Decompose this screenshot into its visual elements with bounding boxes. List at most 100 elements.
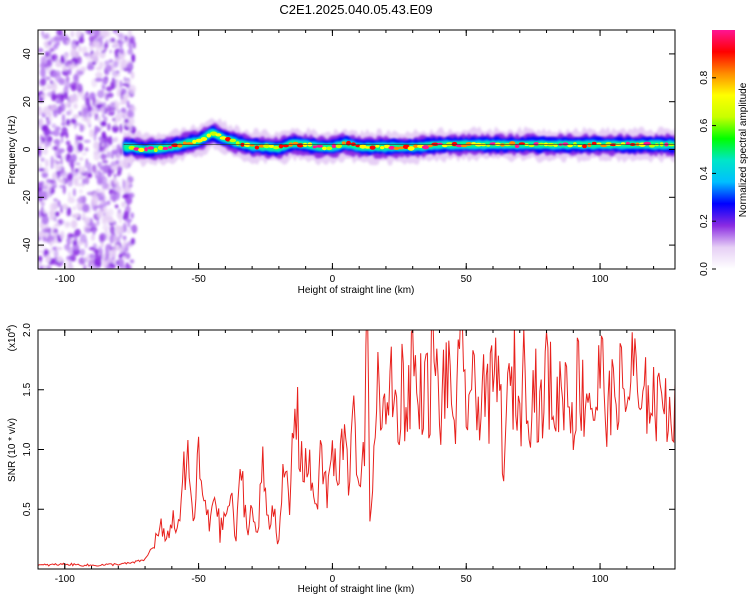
- spectrogram-xlabel: Height of straight line (km): [298, 285, 415, 296]
- noise-blob: [51, 82, 57, 90]
- noise-blob: [115, 159, 120, 165]
- noise-blob: [40, 56, 47, 65]
- noise-blob: [131, 53, 136, 63]
- noise-blob: [64, 40, 67, 45]
- noise-blob: [119, 47, 124, 55]
- noise-blob: [122, 83, 129, 87]
- ridge-hotspot: [553, 143, 558, 147]
- noise-blob: [53, 216, 57, 222]
- noise-blob: [118, 40, 123, 49]
- noise-blob: [43, 209, 47, 215]
- noise-blob: [59, 230, 65, 240]
- noise-blob: [42, 147, 48, 155]
- ridge-hotspot: [620, 142, 626, 146]
- noise-blob: [50, 182, 58, 187]
- noise-blob: [40, 201, 45, 207]
- ridge-hotspot: [428, 144, 433, 148]
- noise-blob: [110, 161, 118, 166]
- noise-blob: [101, 131, 107, 140]
- noise-blob: [117, 165, 122, 175]
- noise-blob: [72, 188, 76, 197]
- snr-panel: -100 -50 0 50 100 0.5 1.0 1.5 2.0 Height of stra…: [6, 323, 676, 595]
- noise-blob: [48, 111, 52, 118]
- noise-blob: [107, 38, 113, 44]
- y-tick-label: 1.0: [22, 442, 33, 456]
- colorbar-gradient: [712, 30, 735, 269]
- noise-blob: [61, 122, 66, 127]
- noise-blob: [100, 153, 107, 160]
- ridge-hotspot: [465, 142, 473, 146]
- noise-blob: [118, 253, 123, 259]
- noise-blob: [57, 165, 62, 171]
- ridge-hotspot: [162, 146, 169, 151]
- x-tick-label: 100: [592, 574, 609, 585]
- noise-blob: [52, 109, 58, 118]
- noise-blob: [57, 154, 62, 159]
- noise-blob: [90, 257, 94, 267]
- noise-blob: [55, 144, 60, 151]
- noise-blob: [68, 233, 76, 238]
- noise-blob: [38, 124, 42, 130]
- ridge-hotspot: [254, 145, 260, 150]
- noise-blob: [40, 206, 44, 216]
- noise-blob: [94, 258, 102, 267]
- noise-blob: [111, 248, 117, 258]
- ridge-hotspot: [346, 140, 351, 146]
- colorbar-ticks: 0.0 0.2 0.4 0.6 0.8: [699, 70, 716, 276]
- noise-blob: [102, 212, 106, 217]
- noise-blob: [41, 171, 49, 179]
- noise-blob: [44, 265, 52, 269]
- noise-blob: [76, 202, 81, 210]
- noise-blob: [97, 209, 103, 219]
- noise-blob: [109, 234, 114, 244]
- noise-blob: [47, 235, 55, 242]
- noise-blob: [109, 49, 112, 54]
- noise-blob: [102, 253, 106, 261]
- noise-blob: [103, 206, 108, 212]
- noise-blob: [112, 30, 119, 34]
- noise-blob: [60, 156, 63, 166]
- ridge-hotspot: [341, 141, 346, 145]
- noise-blob: [108, 59, 114, 63]
- noise-blob: [75, 168, 79, 173]
- y-tick-label: 0.5: [22, 502, 33, 516]
- noise-blob: [70, 219, 78, 229]
- noise-blob: [84, 238, 88, 249]
- noise-blob: [92, 248, 100, 254]
- colorbar-tick-label: 0.2: [699, 214, 710, 228]
- noise-blob: [55, 126, 61, 131]
- ridge-hotspot: [335, 143, 342, 149]
- ridge-hotspot: [147, 146, 155, 150]
- ridge-hotspot: [407, 146, 415, 151]
- noise-blob: [87, 111, 93, 118]
- noise-blob: [94, 125, 98, 135]
- noise-blob: [99, 51, 106, 59]
- noise-blob: [50, 104, 58, 111]
- ridge-hotspot: [635, 142, 640, 147]
- x-tick-label: 50: [461, 574, 473, 585]
- ridge-hotspot: [225, 137, 231, 142]
- noise-blob: [77, 135, 84, 141]
- noise-blob: [129, 259, 135, 264]
- noise-blob: [114, 204, 119, 209]
- noise-blob: [55, 246, 63, 251]
- noise-blob: [67, 241, 70, 247]
- noise-blob: [70, 237, 74, 245]
- snr-ticks: -100 -50 0 50 100 0.5 1.0 1.5 2.0: [22, 323, 675, 585]
- snr-xlabel: Height of straight line (km): [298, 584, 415, 595]
- noise-blob: [109, 225, 116, 235]
- ridge-hotspot: [625, 141, 630, 145]
- noise-blob: [118, 151, 121, 162]
- noise-blob: [55, 202, 59, 208]
- ridge-hotspot: [138, 147, 145, 152]
- noise-blob: [58, 179, 65, 184]
- noise-blob: [103, 78, 108, 85]
- noise-blob: [107, 123, 111, 131]
- noise-blob: [47, 50, 52, 58]
- noise-blob: [122, 195, 128, 199]
- ridge-hotspot: [321, 146, 327, 151]
- noise-blob: [69, 159, 75, 169]
- noise-blob: [55, 93, 64, 100]
- ridge-hotspot: [537, 142, 545, 146]
- noise-blob: [83, 216, 91, 225]
